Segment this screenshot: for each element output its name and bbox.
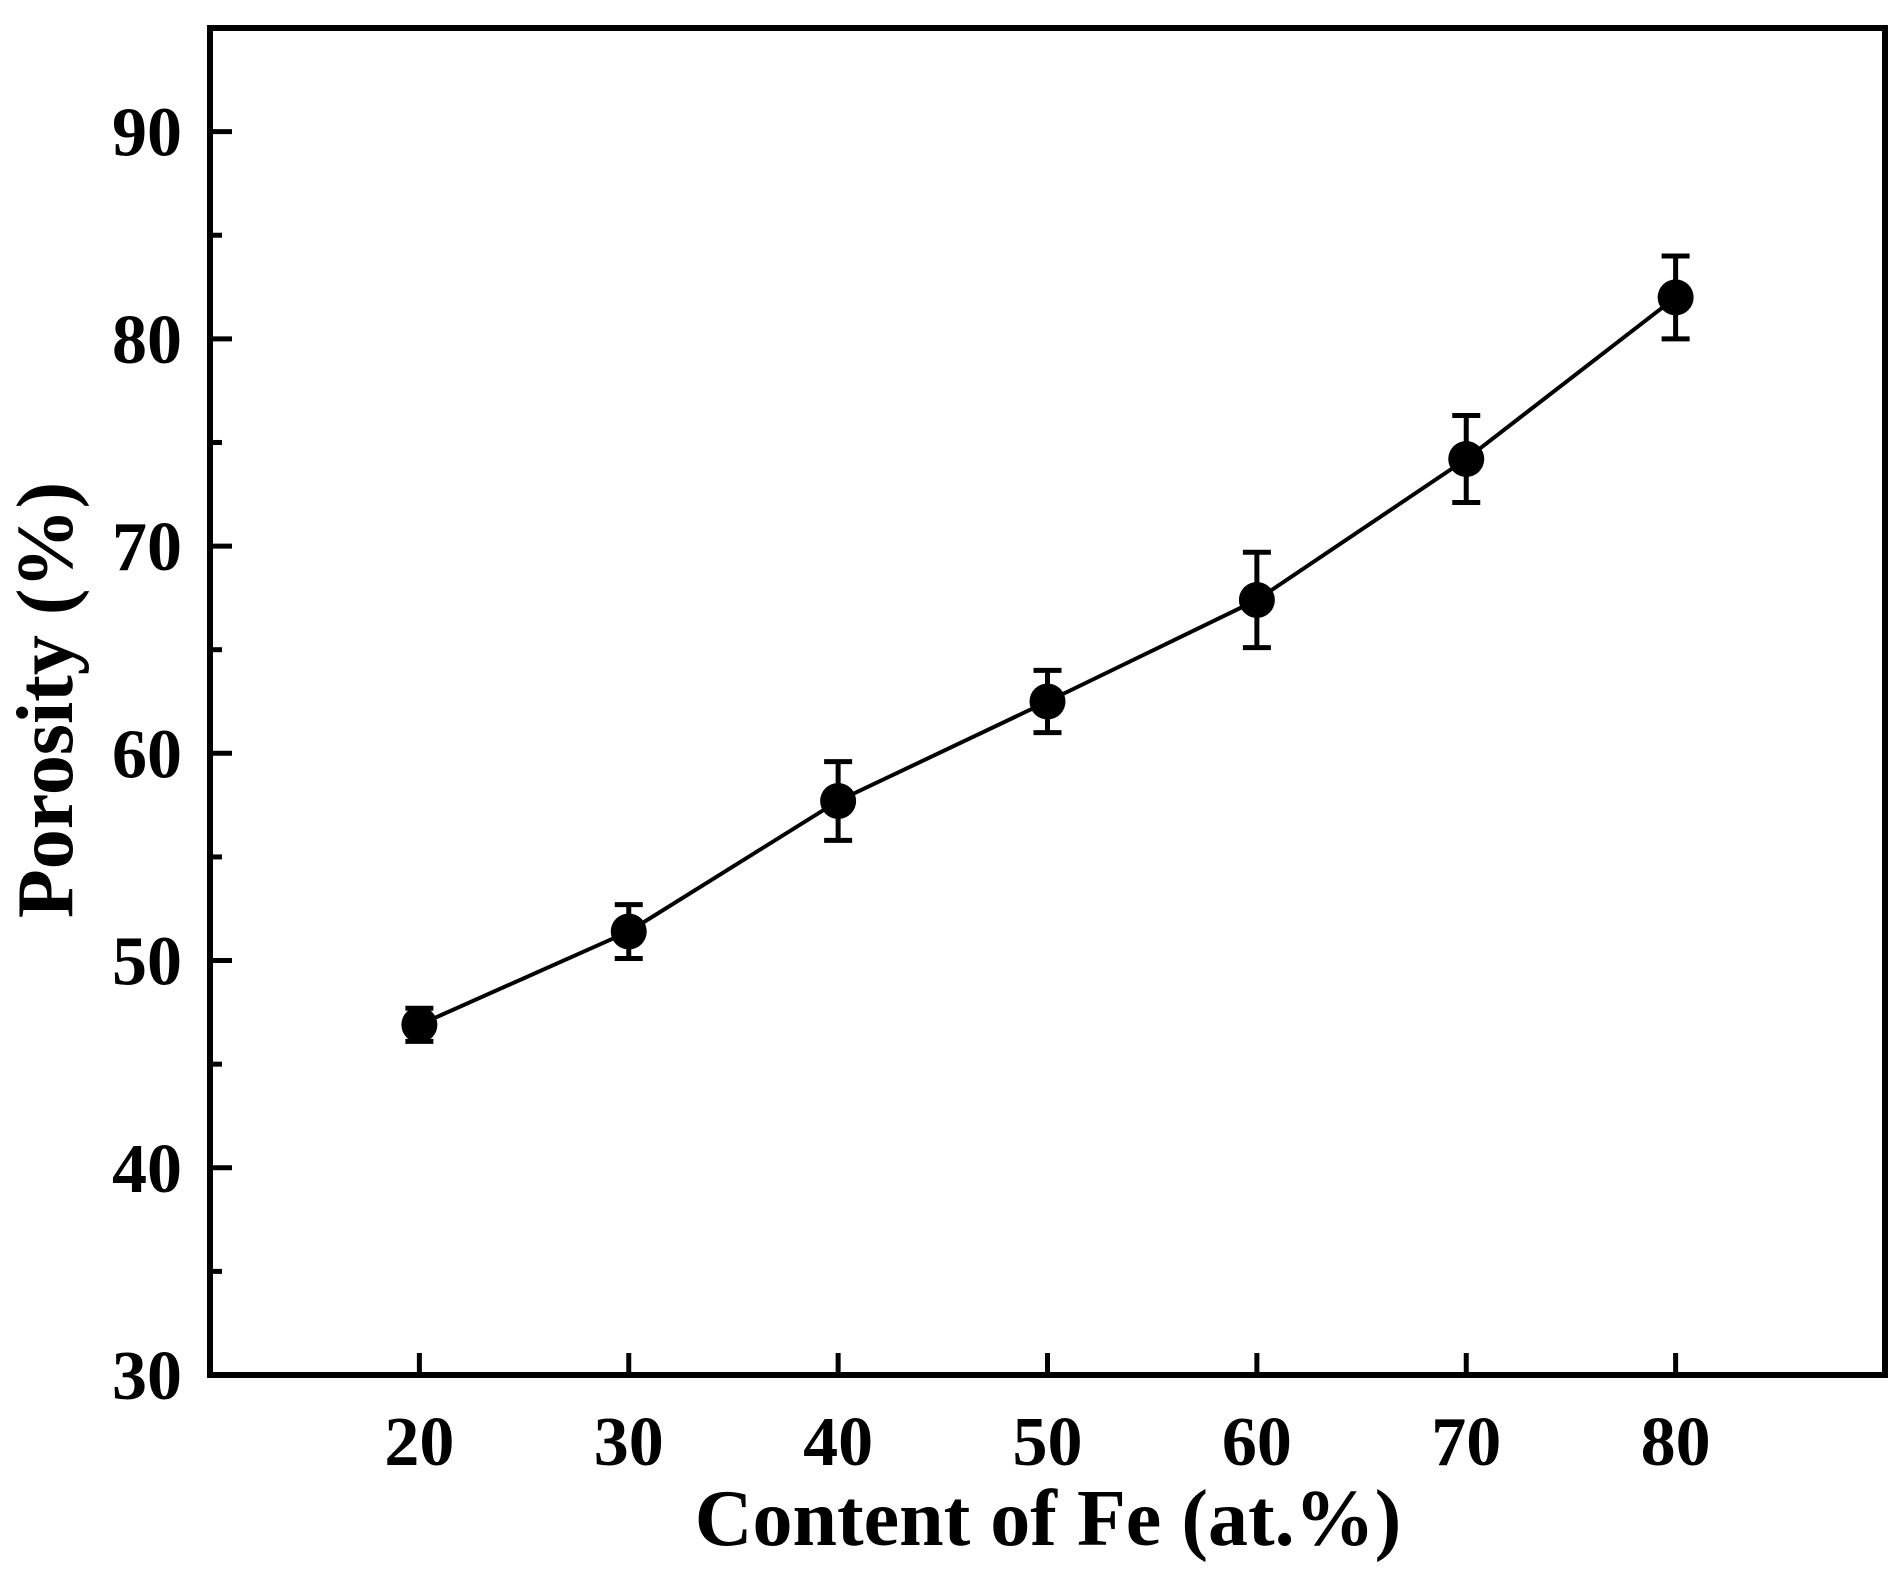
y-tick-label: 80 (112, 302, 182, 379)
y-tick-label: 40 (112, 1131, 182, 1208)
plot-layer: 20 30 40 50 60 70 80 30 40 50 60 70 80 90 (112, 25, 1888, 1481)
x-tick-label: 20 (384, 1404, 454, 1481)
data-point-0 (401, 1006, 438, 1043)
data-point-6 (1657, 279, 1694, 316)
data-point-2 (820, 782, 857, 819)
y-tick-label: 60 (112, 716, 182, 793)
y-tick-label: 30 (112, 1338, 182, 1415)
y-tick-label: 50 (112, 924, 182, 1001)
x-tick-label: 40 (803, 1404, 873, 1481)
y-tick-label: 90 (112, 95, 182, 172)
data-point-5 (1448, 441, 1485, 478)
y-tick-label: 70 (112, 509, 182, 586)
x-axis-label: Content of Fe (at.%) (695, 1475, 1401, 1563)
x-tick-label: 70 (1431, 1404, 1501, 1481)
x-tick-label: 30 (594, 1404, 664, 1481)
y-axis-label: Porosity (%) (2, 482, 90, 918)
x-tick-label: 60 (1222, 1404, 1292, 1481)
data-point-3 (1029, 683, 1066, 720)
data-point-1 (610, 913, 647, 950)
x-tick-label: 50 (1013, 1404, 1083, 1481)
series-line-0 (418, 295, 1677, 1027)
data-point-4 (1238, 581, 1275, 618)
x-tick-label: 80 (1641, 1404, 1711, 1481)
